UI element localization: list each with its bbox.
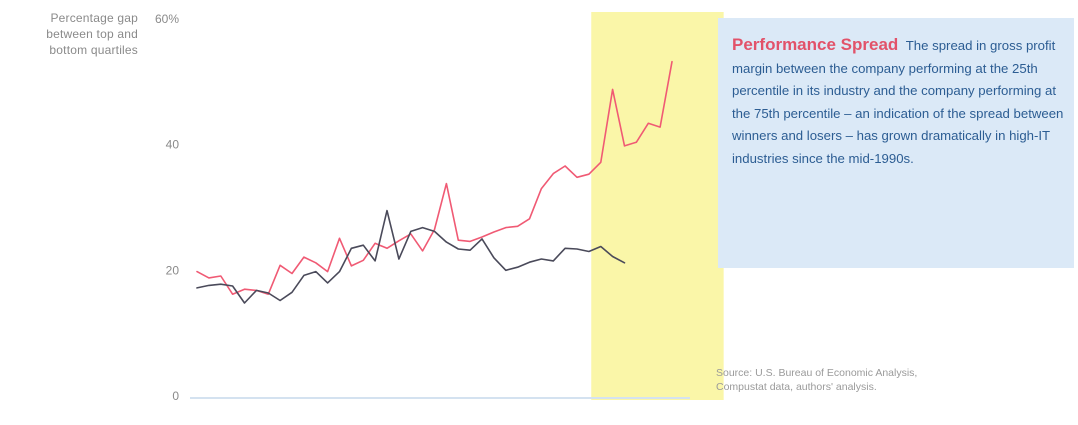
series-line-red: [196, 60, 673, 296]
source-line-1: Source: U.S. Bureau of Economic Analysis…: [716, 367, 918, 379]
source-line-2: Compustat data, authors' analysis.: [716, 381, 877, 393]
y-axis-title: Percentage gap between top and bottom qu…: [46, 11, 138, 57]
highlight-band: [591, 12, 724, 400]
series-line-dark: [196, 209, 626, 304]
callout-title: Performance Spread: [732, 35, 899, 54]
callout-text: The spread in gross profit margin betwee…: [732, 38, 1064, 166]
y-tick-label: 60%: [155, 12, 179, 26]
source-note: Source: U.S. Bureau of Economic Analysis…: [716, 366, 1066, 394]
y-tick-label: 20: [166, 263, 180, 277]
y-tick-label: 40: [166, 138, 180, 152]
y-tick-label: 0: [172, 389, 179, 403]
performance-spread-callout: Performance Spread The spread in gross p…: [718, 18, 1074, 268]
